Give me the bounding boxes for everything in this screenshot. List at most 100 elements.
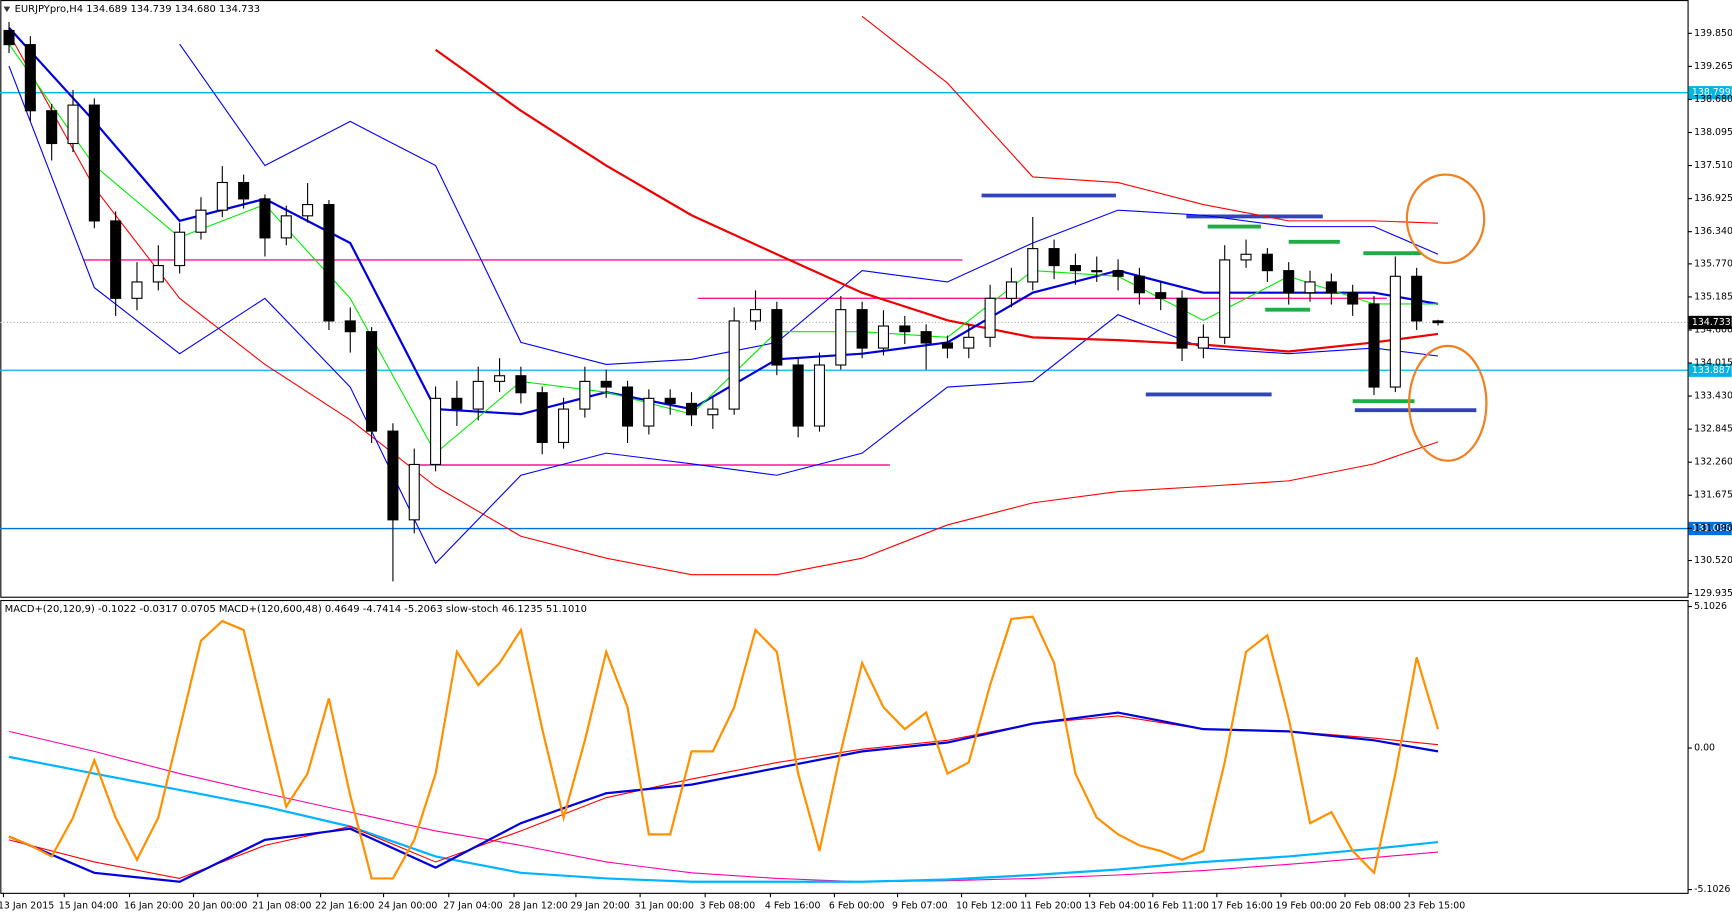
candle-body <box>110 220 122 299</box>
y-tick-label: 137.510 <box>1694 160 1732 171</box>
indicator-line <box>8 755 1439 883</box>
y-tick-label: 0.00 <box>1694 743 1715 754</box>
x-tick-label: 20 Feb 08:00 <box>1339 901 1401 912</box>
y-tick-label: 133.430 <box>1694 391 1732 402</box>
y-tick-label: 132.260 <box>1694 457 1732 468</box>
y-tick-label: 134.015 <box>1694 358 1732 369</box>
indicator-line <box>861 15 1439 224</box>
x-tick-label: 17 Feb 16:00 <box>1211 901 1273 912</box>
candle-body <box>664 397 676 404</box>
candle-body <box>1368 303 1380 388</box>
candle-body <box>323 203 335 322</box>
x-tick-label: 6 Feb 00:00 <box>829 901 885 912</box>
price-panel <box>0 0 1689 598</box>
candle-body <box>536 392 548 443</box>
y-tick-label: 131.090 <box>1694 523 1732 534</box>
candle-body <box>1325 281 1337 294</box>
candle-body <box>579 380 591 410</box>
candle-body <box>899 325 911 333</box>
indicator-line <box>8 715 1439 880</box>
highlight-ellipse <box>1407 344 1488 462</box>
candle-body <box>1027 248 1039 283</box>
candle-body <box>1091 270 1103 273</box>
candle-body <box>749 309 762 322</box>
candle-body <box>515 375 527 394</box>
candle-body <box>1283 270 1295 294</box>
y-tick-label: 135.770 <box>1694 258 1732 269</box>
y-tick-label: 136.925 <box>1694 193 1732 204</box>
x-tick-label: 21 Jan 08:00 <box>252 901 311 912</box>
candle-body <box>1005 281 1017 299</box>
x-tick-label: 16 Jan 20:00 <box>124 901 183 912</box>
candle-body <box>174 231 186 267</box>
candle-body <box>963 336 975 349</box>
x-tick-label: 11 Feb 20:00 <box>1020 901 1082 912</box>
price-plot <box>0 15 1688 582</box>
candle-body <box>813 364 826 427</box>
candle-body <box>280 215 292 239</box>
candle-body <box>984 297 996 338</box>
x-tick-label: 31 Jan 00:00 <box>635 901 694 912</box>
x-tick-label: 19 Feb 00:00 <box>1275 901 1337 912</box>
candle-body <box>835 309 847 366</box>
candle-body <box>600 380 612 388</box>
indicator-plot <box>8 615 1440 883</box>
candle-body <box>728 320 740 410</box>
candle-body <box>131 281 143 299</box>
candle-body <box>1112 270 1124 277</box>
candle-body <box>430 397 442 466</box>
y-tick-label: 135.185 <box>1694 291 1732 302</box>
y-tick-label: 136.340 <box>1694 226 1732 237</box>
candle-body <box>451 397 463 410</box>
x-tick-label: 4 Feb 16:00 <box>765 901 821 912</box>
candle-body <box>494 375 506 382</box>
candle-body <box>856 309 868 349</box>
candle-body <box>1197 336 1209 349</box>
candle-body <box>259 198 271 239</box>
y-tick-label: 132.845 <box>1694 424 1732 435</box>
x-tick-label: 22 Jan 16:00 <box>315 901 374 912</box>
y-tick-label: 130.520 <box>1694 555 1732 566</box>
indicator-line <box>8 730 1439 883</box>
candle-body <box>1432 320 1444 324</box>
x-tick-label: 15 Jan 04:00 <box>59 901 118 912</box>
x-tick-label: 20 Jan 00:00 <box>188 901 247 912</box>
candle-body <box>24 44 36 112</box>
candle-body <box>387 430 399 521</box>
level-label: 138.799 <box>1692 87 1731 98</box>
candle-body <box>1176 297 1188 349</box>
y-tick-label: 129.935 <box>1694 588 1732 599</box>
indicator-panel <box>0 599 1689 894</box>
current-price-label: 134.733 <box>1692 317 1731 328</box>
candle-body <box>366 331 378 432</box>
candle-body <box>685 402 698 416</box>
indicator-title: MACD+(20,120,9) -0.1022 -0.0317 0.0705 M… <box>5 604 587 615</box>
axes: 138.799 133.887 131.086 134.733 139.850 139.2… <box>0 28 1732 912</box>
candle-body <box>1219 259 1231 338</box>
level-tag <box>1688 363 1732 377</box>
candle-body <box>408 463 420 521</box>
x-tick-label: 9 Feb 07:00 <box>892 901 948 912</box>
candle-body <box>1411 275 1423 322</box>
y-tick-label: 131.675 <box>1694 490 1732 501</box>
candle-body <box>877 325 889 349</box>
x-tick-label: 13 Jan 2015 <box>0 901 54 912</box>
candle-body <box>46 110 58 145</box>
y-tick-label: 138.680 <box>1694 94 1732 105</box>
y-tick-label: 139.265 <box>1694 61 1732 72</box>
indicator-line <box>8 65 1439 565</box>
candle-body <box>152 265 164 283</box>
candle-body <box>558 408 570 443</box>
level-tag <box>1688 86 1732 100</box>
y-tick-label: 138.095 <box>1694 127 1732 138</box>
level-label: 133.887 <box>1692 365 1731 376</box>
candle-body <box>88 104 100 222</box>
indicator-line <box>8 33 1439 576</box>
x-tick-label: 10 Feb 12:00 <box>956 901 1018 912</box>
indicator-line <box>8 711 1439 883</box>
level-tag <box>1688 521 1732 536</box>
indicator-line <box>8 615 1440 880</box>
indicator-line <box>434 48 1439 353</box>
